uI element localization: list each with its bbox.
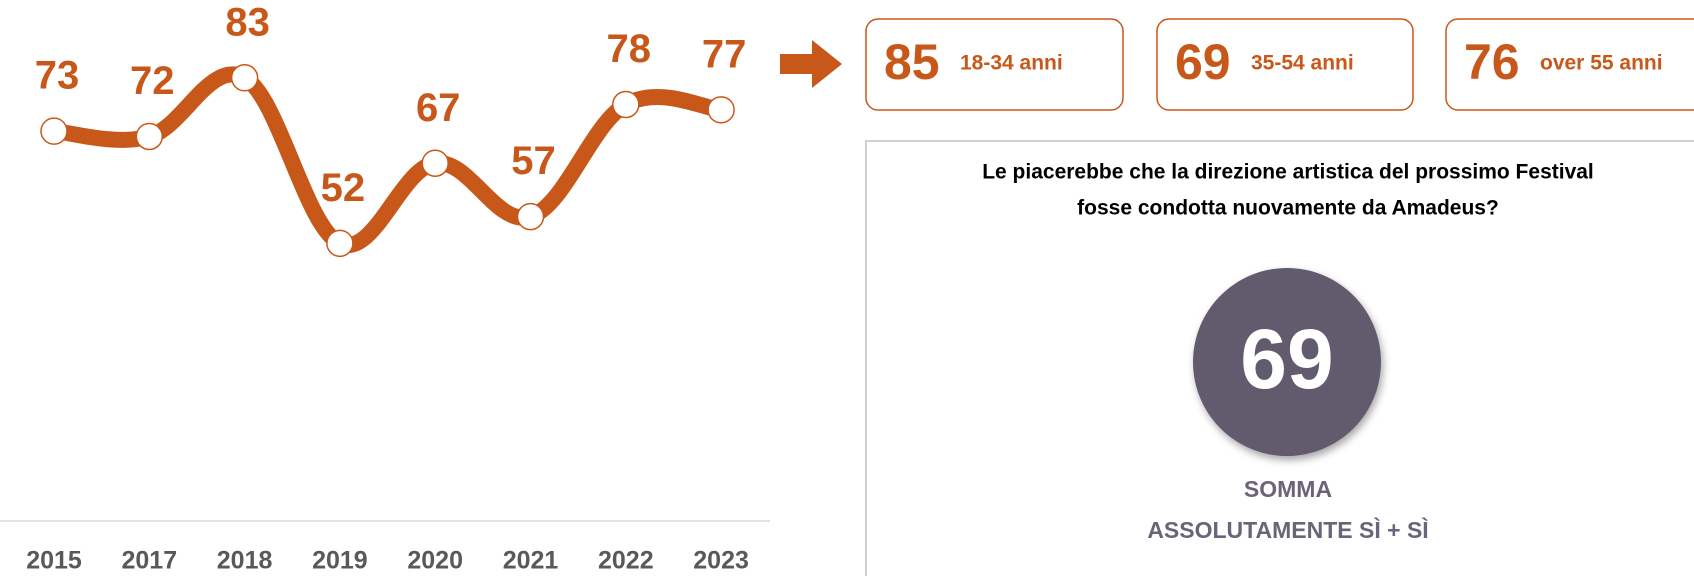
data-label: 77 (702, 32, 747, 76)
x-tick-label: 2022 (598, 547, 654, 575)
data-label: 73 (35, 54, 80, 98)
age-value: 85 (884, 34, 940, 90)
data-label: 72 (130, 59, 175, 103)
point (40, 117, 68, 145)
point (135, 122, 164, 151)
data-label: 67 (416, 86, 461, 130)
line (46, 66, 730, 253)
age-value: 69 (1175, 34, 1231, 90)
summary-circle (1193, 268, 1381, 456)
x-tick-label: 2017 (121, 547, 177, 575)
point (707, 96, 735, 124)
x-tick-label: 2021 (503, 547, 559, 575)
age-value: 76 (1464, 34, 1520, 90)
age-box (1445, 18, 1694, 111)
point (230, 64, 259, 92)
data-label: 83 (225, 0, 270, 44)
question: fosse condotta nuovamente da Amadeus? (1077, 197, 1499, 220)
arrow (780, 40, 842, 88)
x-tick-label: 2020 (407, 547, 463, 575)
age-label: 18-34 anni (960, 52, 1063, 75)
point (516, 202, 545, 231)
summary-value: 69 (1240, 312, 1333, 406)
point (326, 229, 354, 258)
age-box (865, 18, 1124, 111)
age-label: over 55 anni (1540, 52, 1663, 75)
x-tick-label: 2015 (26, 547, 82, 575)
data-label: 52 (321, 166, 366, 210)
panel-border (865, 140, 1694, 576)
age-box (1156, 18, 1414, 111)
point (421, 149, 449, 177)
x-tick-label: 2018 (217, 547, 273, 575)
question: Le piacerebbe che la direzione artistica… (982, 161, 1594, 184)
summary-label: ASSOLUTAMENTE SÌ + SÌ (1147, 516, 1428, 543)
data-label: 57 (511, 139, 556, 183)
data-label: 78 (607, 27, 652, 71)
x-tick-label: 2019 (312, 547, 368, 575)
x-tick-label: 2023 (693, 547, 749, 575)
age-label: 35-54 anni (1251, 52, 1354, 75)
summary-label: SOMMA (1244, 476, 1332, 502)
point (612, 90, 640, 119)
